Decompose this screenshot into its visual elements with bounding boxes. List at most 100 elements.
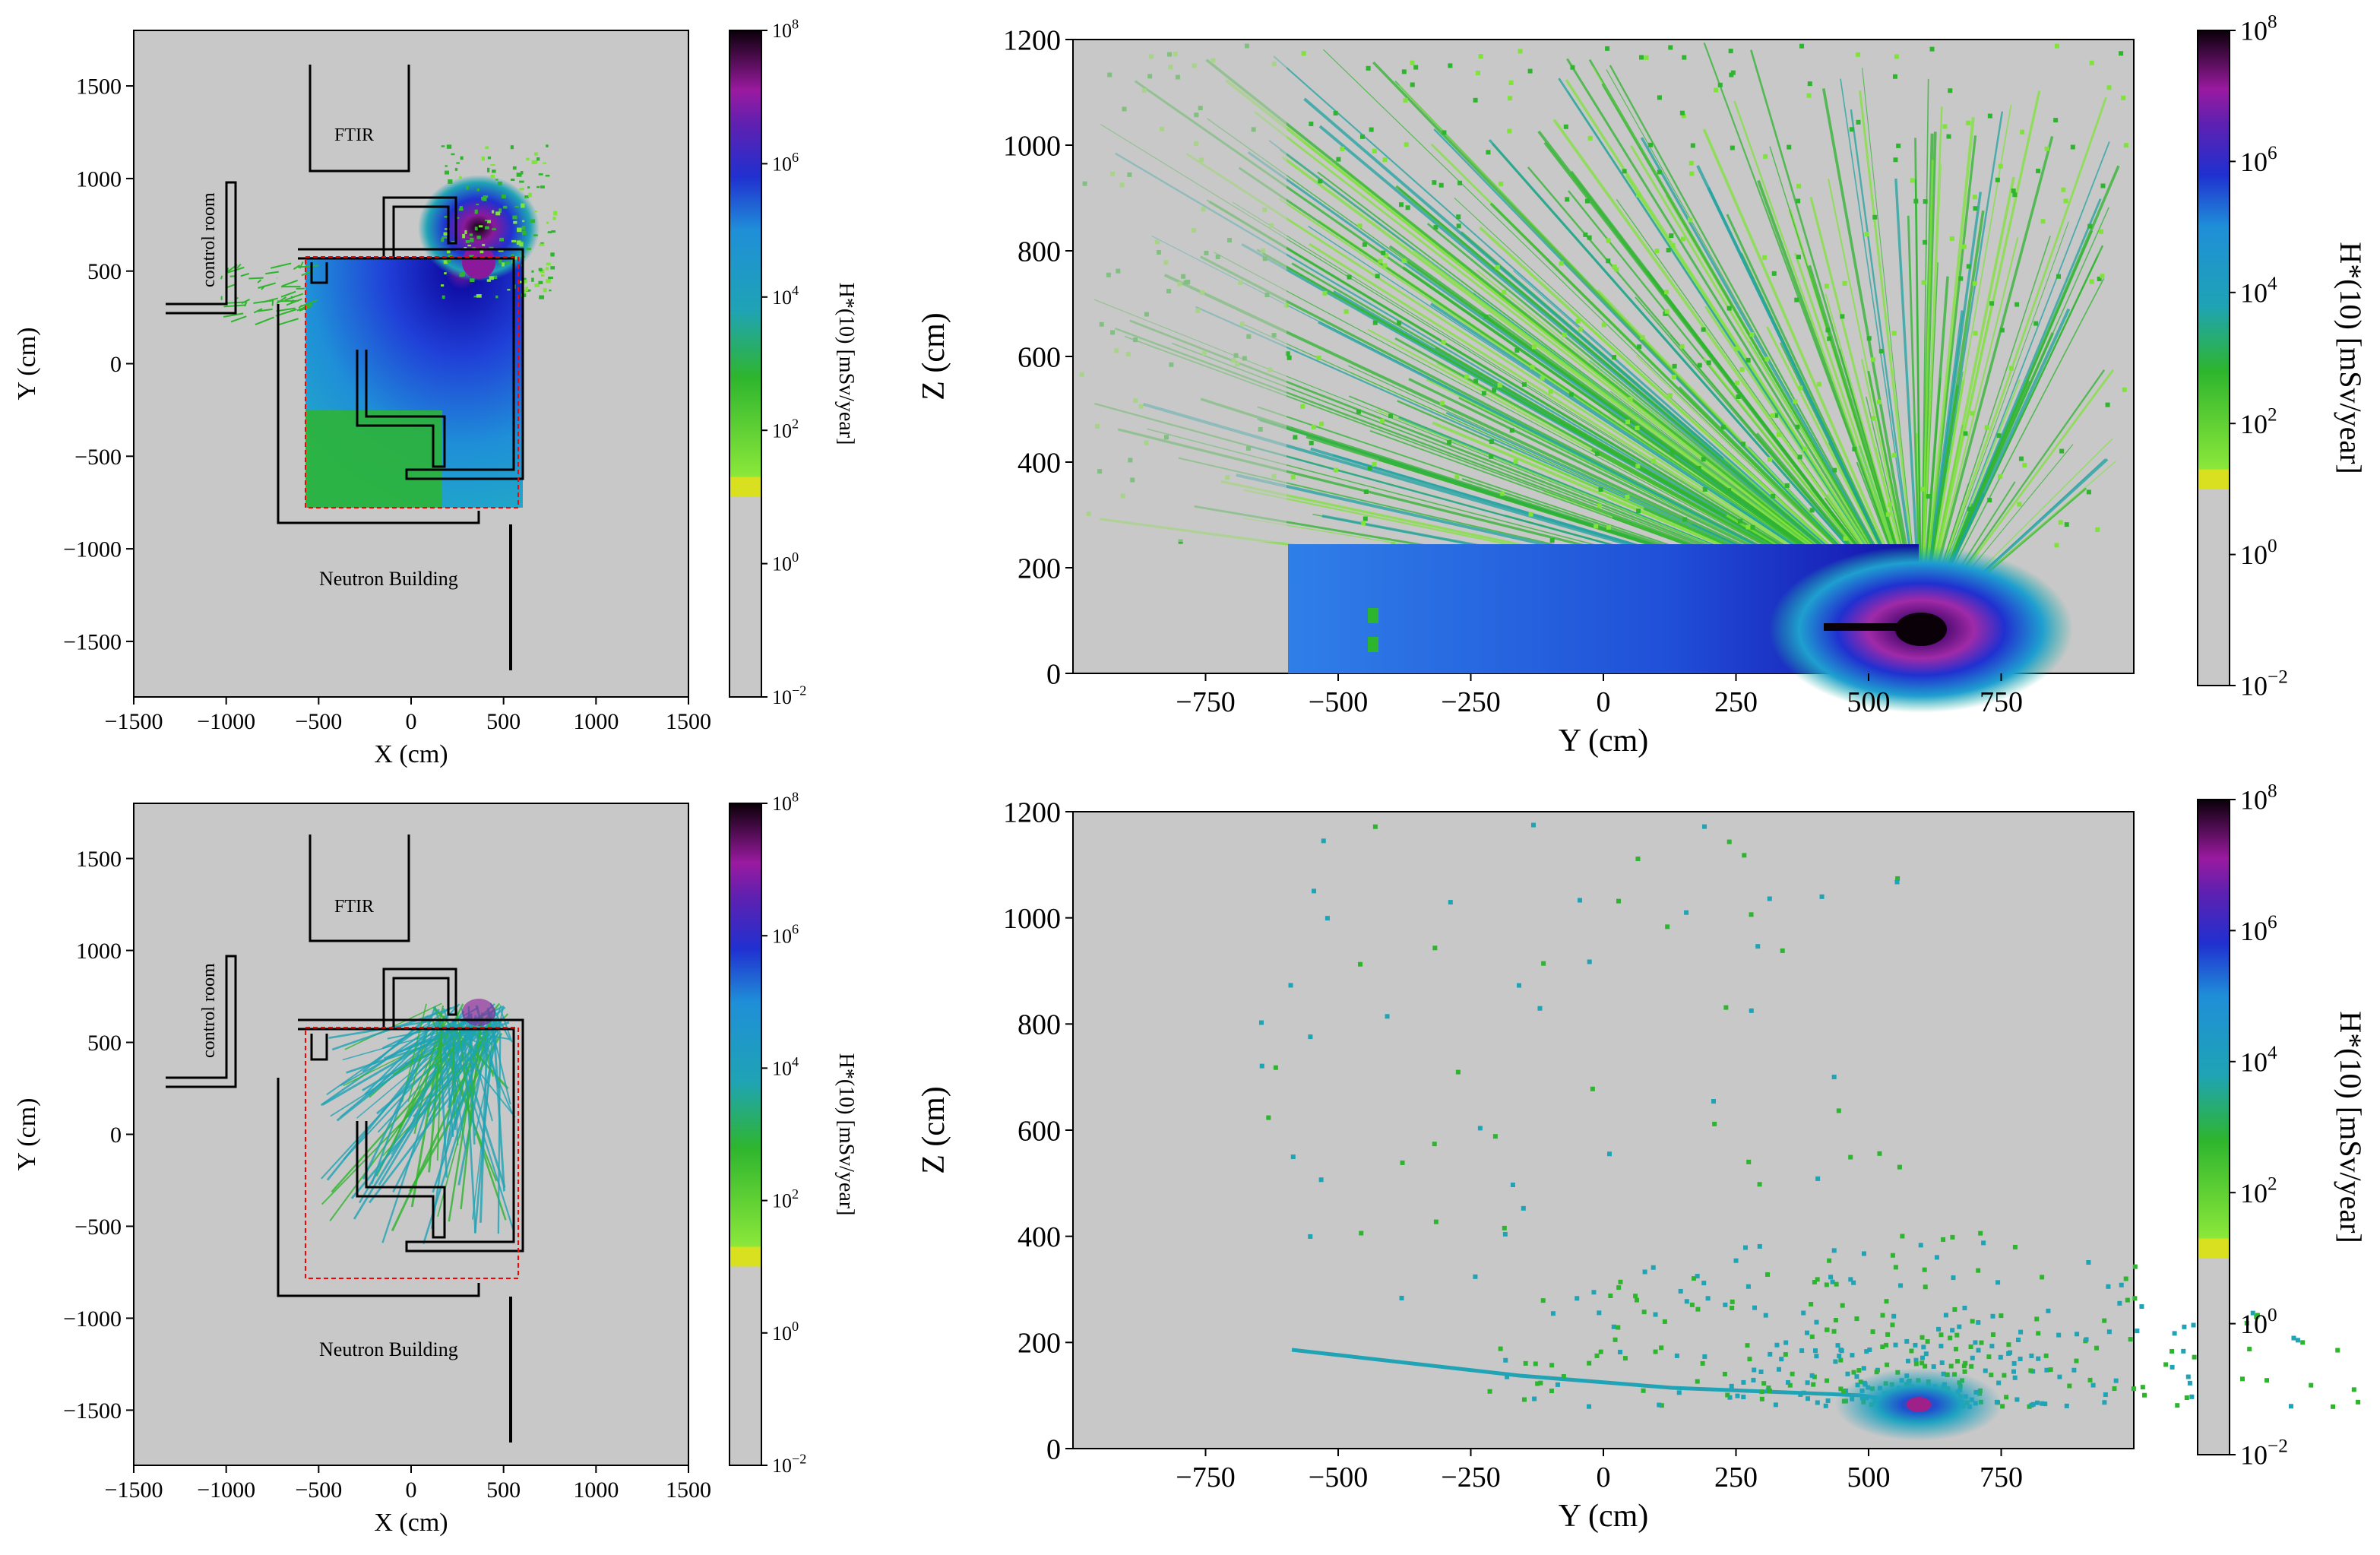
dose-cell	[1835, 1343, 1840, 1348]
dose-cell	[1949, 236, 1954, 241]
dose-cell	[1530, 365, 1535, 370]
dose-cell	[1970, 1355, 1975, 1360]
dose-cell	[546, 144, 549, 147]
dose-cell	[498, 249, 504, 252]
dose-cell	[1923, 199, 1928, 204]
dose-cell	[1325, 916, 1330, 921]
dose-cell	[470, 237, 474, 242]
dose-cell	[484, 226, 489, 230]
dose-cell	[1972, 195, 1977, 200]
dose-cell	[2117, 1300, 2122, 1306]
dose-cell	[1735, 1393, 1740, 1398]
dose-cell	[2018, 456, 2024, 461]
dose-cell	[1682, 55, 1687, 60]
dose-cell	[1398, 202, 1404, 207]
dose-cell	[1948, 1335, 1953, 1341]
x-tick-label: 0	[1597, 1462, 1611, 1493]
dose-cell	[1771, 493, 1776, 499]
dose-cell	[1456, 214, 1461, 220]
colorbar: 108 106 104 102 100 10−2 H*(10) [mSv/year]	[2197, 11, 2368, 701]
dose-cell	[1441, 339, 1446, 344]
dose-cell	[1636, 508, 1641, 514]
dose-cell	[1726, 488, 1732, 493]
dose-cell	[1730, 145, 1735, 150]
dose-cell	[1925, 1339, 1930, 1344]
dose-cell	[1885, 1332, 1891, 1337]
dose-cell	[1587, 959, 1592, 964]
dose-cell	[447, 258, 451, 263]
dose-cell	[1657, 169, 1662, 175]
photon-track	[442, 1008, 515, 1233]
dose-cell	[521, 203, 525, 208]
dose-cell	[469, 278, 475, 283]
dose-cell	[1866, 336, 1872, 341]
dose-cell	[2030, 1401, 2036, 1407]
dose-cell	[539, 243, 545, 246]
y-tick-label: −1500	[63, 629, 122, 654]
dose-cell	[1591, 1290, 1597, 1295]
dose-field	[320, 999, 516, 1244]
dose-cell	[1989, 1344, 1995, 1349]
dose-cell	[446, 144, 452, 149]
dose-cell	[2132, 1296, 2138, 1301]
dose-cell	[1913, 198, 1919, 204]
photon-track	[358, 1029, 463, 1204]
dose-cell	[1957, 1324, 1962, 1329]
dose-cell	[498, 259, 502, 264]
colorbar-tick-label: 100	[772, 549, 799, 575]
dose-cell	[1838, 1348, 1844, 1353]
dose-cell	[528, 289, 531, 292]
dose-cell	[1583, 232, 1588, 237]
dose-cell	[522, 290, 527, 293]
dose-track	[286, 298, 302, 306]
dose-cell	[2053, 118, 2059, 123]
dose-cell	[1796, 198, 1801, 204]
dose-cell	[1608, 1293, 1613, 1298]
dose-cell	[2048, 1367, 2053, 1373]
dose-cell	[1805, 1380, 1810, 1386]
dose-cell	[1981, 1240, 1986, 1246]
dose-cell	[482, 196, 487, 201]
dose-cell	[2123, 143, 2128, 148]
scatter-rays	[220, 144, 558, 326]
dose-cell	[1771, 271, 1777, 276]
dose-cell	[1258, 1020, 1264, 1025]
panel-top-left: FTIR control room Neutron Building −1500…	[13, 30, 711, 768]
dose-cell	[1478, 54, 1483, 59]
colorbar-tick-label: 106	[772, 150, 799, 176]
x-axis-label: X (cm)	[374, 740, 448, 768]
dose-cell	[1372, 148, 1377, 154]
dose-cell	[528, 192, 532, 198]
dose-cell	[516, 173, 522, 177]
dose-cell	[1920, 1355, 1925, 1360]
dose-cell	[1648, 142, 1654, 147]
dose-track	[220, 275, 223, 280]
colorbar-tick-label: 102	[2240, 1174, 2277, 1208]
dose-cell	[1333, 110, 1338, 116]
dose-cell	[1939, 1360, 1945, 1365]
dose-cell	[1561, 1374, 1566, 1379]
dose-cell	[1764, 356, 1770, 362]
dose-cell	[2043, 1401, 2048, 1407]
dose-cell	[1587, 235, 1592, 240]
dose-cell	[466, 185, 469, 190]
dose-cell	[2059, 448, 2065, 454]
dose-cell	[521, 226, 526, 230]
dose-cell	[1966, 264, 1971, 269]
dose-cell	[1433, 1219, 1438, 1224]
dose-cell	[1836, 1108, 1841, 1113]
dose-cell	[1824, 283, 1829, 289]
dose-cell	[1832, 467, 1837, 473]
dose-cell	[2022, 462, 2027, 467]
colorbar-tick-label: 104	[772, 283, 799, 309]
dose-cell	[2170, 1348, 2175, 1354]
dose-cell	[1575, 1296, 1580, 1301]
y-tick-label: 600	[1018, 341, 1061, 373]
dose-cell	[1938, 1344, 1944, 1349]
dose-cell	[2128, 1337, 2133, 1342]
dose-cell	[1805, 1330, 1810, 1335]
dose-cell	[1962, 1369, 1967, 1374]
dose-track	[284, 293, 304, 301]
dose-cell	[2254, 1314, 2259, 1319]
